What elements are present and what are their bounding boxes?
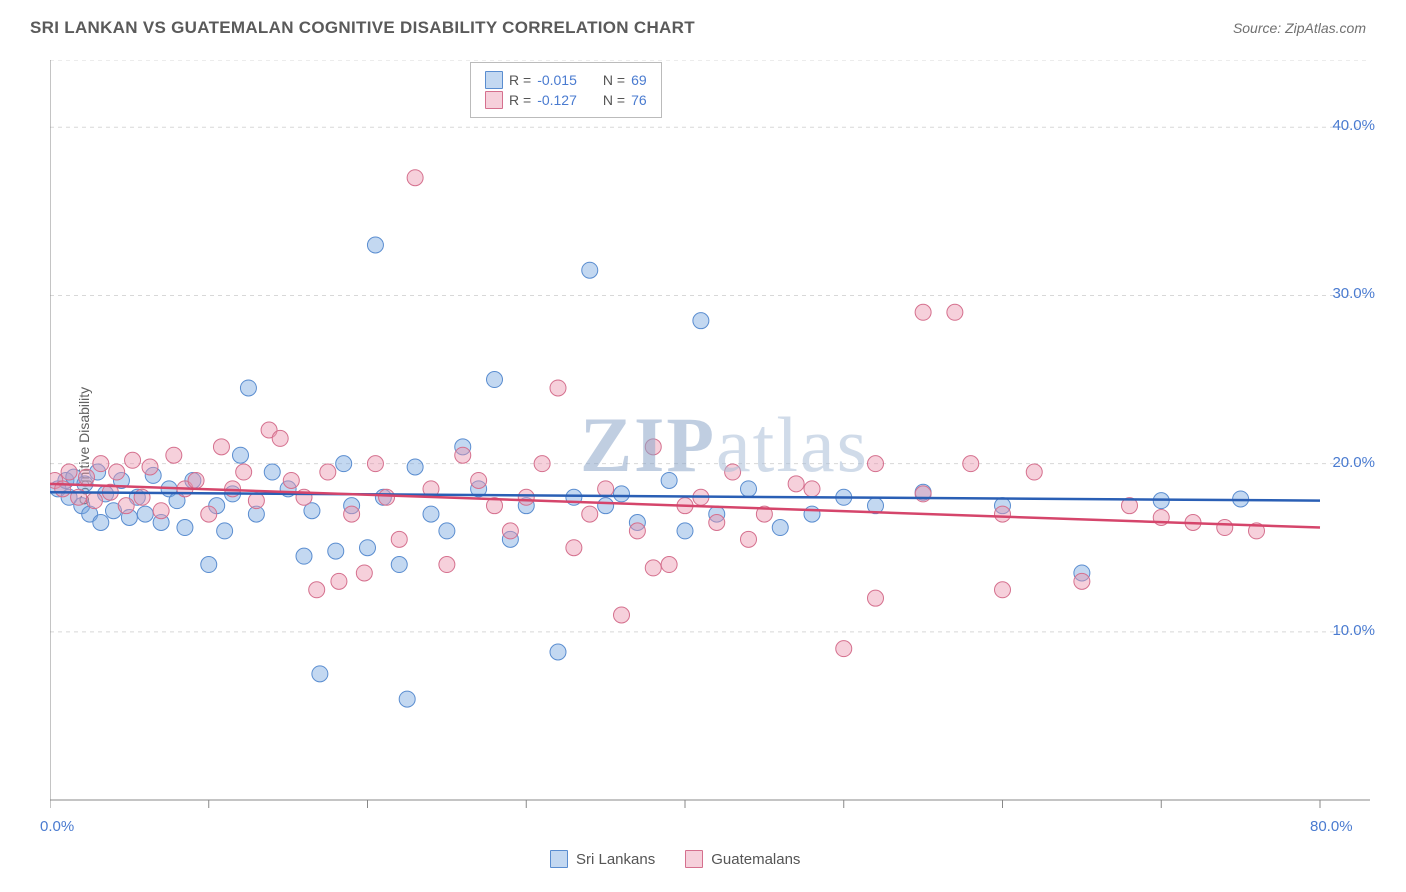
legend-row-sri-lankans: R = -0.015 N = 69	[485, 71, 647, 89]
r-value: -0.015	[537, 72, 577, 88]
scatter-plot	[50, 60, 1370, 830]
n-value: 69	[631, 72, 647, 88]
legend-label: Guatemalans	[711, 851, 800, 868]
stat-label: N =	[603, 92, 625, 108]
y-tick-label: 40.0%	[1332, 117, 1375, 134]
y-tick-label: 10.0%	[1332, 622, 1375, 639]
stat-label: N =	[603, 72, 625, 88]
chart-area: ZIPatlas R = -0.015 N = 69 R = -0.127 N …	[50, 60, 1370, 830]
swatch-pink-icon	[685, 850, 703, 868]
swatch-blue-icon	[485, 71, 503, 89]
legend-label: Sri Lankans	[576, 851, 655, 868]
x-tick-label: 0.0%	[40, 818, 74, 835]
chart-header: SRI LANKAN VS GUATEMALAN COGNITIVE DISAB…	[0, 0, 1406, 46]
legend-item-sri-lankans: Sri Lankans	[550, 850, 655, 868]
correlation-legend: R = -0.015 N = 69 R = -0.127 N = 76	[470, 62, 662, 118]
r-value: -0.127	[537, 92, 577, 108]
legend-row-guatemalans: R = -0.127 N = 76	[485, 91, 647, 109]
y-tick-label: 30.0%	[1332, 285, 1375, 302]
stat-label: R =	[509, 92, 531, 108]
stat-label: R =	[509, 72, 531, 88]
swatch-pink-icon	[485, 91, 503, 109]
chart-title: SRI LANKAN VS GUATEMALAN COGNITIVE DISAB…	[30, 18, 695, 38]
y-tick-label: 20.0%	[1332, 454, 1375, 471]
n-value: 76	[631, 92, 647, 108]
series-legend: Sri Lankans Guatemalans	[550, 850, 800, 868]
chart-source: Source: ZipAtlas.com	[1233, 20, 1366, 36]
legend-item-guatemalans: Guatemalans	[685, 850, 800, 868]
swatch-blue-icon	[550, 850, 568, 868]
x-tick-label: 80.0%	[1310, 818, 1353, 835]
